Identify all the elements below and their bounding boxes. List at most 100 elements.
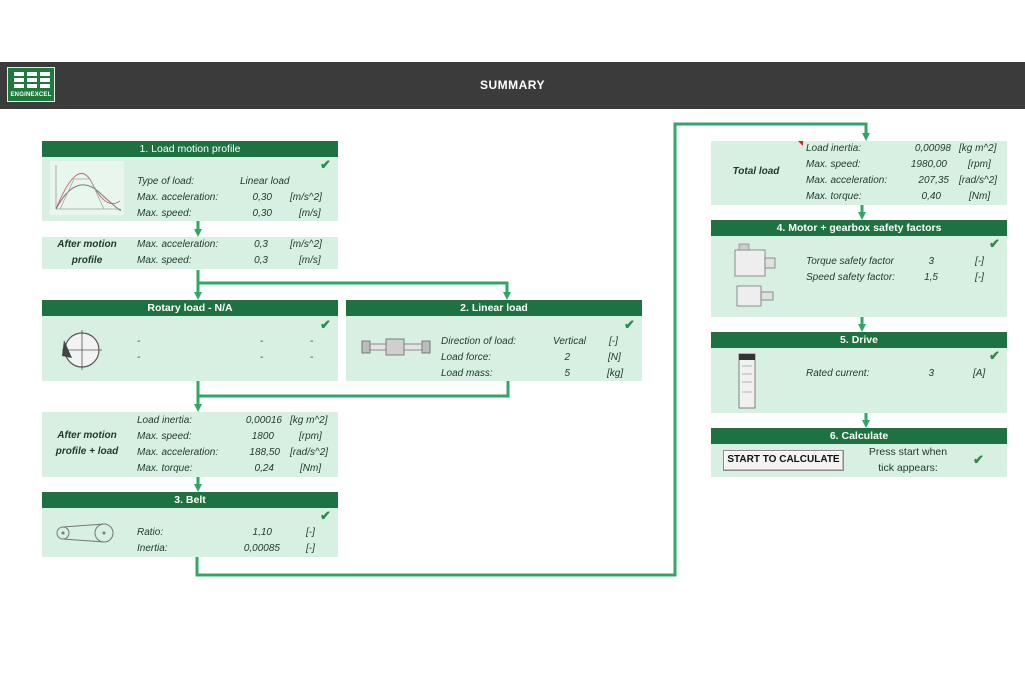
direction-of-load-value: Vertical	[553, 336, 586, 347]
max-speed-unit: [m/s]	[299, 208, 321, 219]
belt-ratio-label: Ratio:	[137, 527, 164, 538]
load-mass-label: Load mass:	[441, 368, 493, 379]
after-max-acceleration-label: Max. acceleration:	[137, 239, 219, 250]
total-max-torque-unit: [Nm]	[969, 191, 991, 202]
load-mass-unit: [kg]	[607, 368, 624, 379]
direction-of-load-label: Direction of load:	[441, 336, 517, 347]
rotary-disc-icon	[62, 330, 102, 370]
rotary-row2-label: -	[137, 352, 141, 363]
load-type-label: Type of load:	[137, 176, 195, 187]
load-type-value: Linear load	[240, 176, 290, 187]
motion-profile-graph-icon	[50, 161, 124, 215]
comment-indicator	[798, 141, 803, 146]
speed-safety-factor-label: Speed safety factor:	[806, 272, 895, 283]
enginexcel-logo: ENGINEXCEL	[7, 67, 55, 102]
calculate-hint-line2: tick appears:	[878, 462, 938, 474]
belt-ratio-value: 1,10	[252, 527, 272, 538]
rated-current-unit: [A]	[973, 368, 986, 379]
rotary-load-panel: - - - - - - ✔	[42, 316, 338, 381]
after-motion-profile-panel: After motion profile Max. acceleration: …	[42, 237, 338, 269]
drive-panel: Rated current: 3 [A] ✔	[711, 348, 1007, 413]
load-mass-value: 5	[564, 368, 570, 379]
profile-max-speed-label: Max. speed:	[137, 431, 192, 442]
profile-max-acceleration-label: Max. acceleration:	[137, 447, 219, 458]
load-motion-profile-panel: Type of load: Linear load Max. accelerat…	[42, 157, 338, 221]
total-max-speed-label: Max. speed:	[806, 159, 861, 170]
motor-gearbox-icon	[734, 243, 776, 307]
total-max-speed-unit: [rpm]	[968, 159, 991, 170]
check-icon: ✔	[989, 236, 1000, 251]
total-load-label: Total load	[732, 166, 780, 177]
rotary-row1-value: -	[260, 336, 264, 347]
load-force-value: 2	[564, 352, 570, 363]
belt-panel: Ratio: 1,10 [-] Inertia: 0,00085 [-] ✔	[42, 508, 338, 557]
after-max-acceleration-value: 0,3	[254, 239, 268, 250]
linear-load-header: 2. Linear load	[346, 300, 642, 316]
torque-safety-factor-value: 3	[928, 256, 934, 267]
max-speed-label: Max. speed:	[137, 208, 192, 219]
torque-safety-factor-unit: [-]	[975, 256, 984, 267]
speed-safety-factor-value: 1,5	[924, 272, 938, 283]
total-max-acceleration-label: Max. acceleration:	[806, 175, 888, 186]
safety-factors-panel: Torque safety factor 3 [-] Speed safety …	[711, 236, 1007, 317]
check-icon: ✔	[973, 452, 984, 467]
profile-load-label-2: profile + load	[55, 446, 119, 457]
total-max-acceleration-unit: [rad/s^2]	[959, 175, 998, 186]
total-max-speed-value: 1980,00	[910, 159, 947, 170]
rotary-load-header: Rotary load - N/A	[42, 300, 338, 316]
rotary-row2-value: -	[260, 352, 264, 363]
rated-current-label: Rated current:	[806, 368, 870, 379]
load-inertia-value: 0,00016	[245, 415, 282, 426]
max-acceleration-label: Max. acceleration:	[137, 192, 219, 203]
after-motion-label-1: After motion	[57, 239, 117, 250]
direction-of-load-unit: [-]	[609, 336, 618, 347]
speed-safety-factor-unit: [-]	[975, 272, 984, 283]
profile-max-torque-value: 0,24	[254, 463, 274, 474]
load-inertia-unit: [kg m^2]	[290, 415, 328, 426]
belt-pulley-icon	[56, 523, 114, 543]
linear-load-panel: Direction of load: Vertical [-] Load for…	[346, 316, 642, 381]
total-load-inertia-value: 0,00098	[914, 143, 951, 154]
max-acceleration-value: 0,30	[252, 192, 272, 203]
after-max-speed-value: 0,3	[254, 255, 268, 266]
after-motion-profile-load-panel: After motion profile + load Load inertia…	[42, 412, 338, 477]
check-icon: ✔	[320, 508, 331, 523]
load-force-label: Load force:	[441, 352, 492, 363]
calculate-header: 6. Calculate	[711, 428, 1007, 444]
total-max-torque-value: 0,40	[921, 191, 941, 202]
check-icon: ✔	[320, 317, 331, 332]
check-icon: ✔	[320, 157, 331, 172]
total-load-panel: Total load Load inertia: 0,00098 [kg m^2…	[711, 141, 1007, 205]
rotary-row1-unit: -	[310, 336, 314, 347]
after-motion-label-2: profile	[71, 255, 103, 266]
logo-grid-icon	[14, 72, 50, 90]
profile-max-speed-unit: [rpm]	[299, 431, 322, 442]
total-load-inertia-unit: [kg m^2]	[959, 143, 997, 154]
calculate-hint-line1: Press start when	[868, 446, 948, 458]
belt-inertia-unit: [-]	[306, 543, 315, 554]
start-to-calculate-button[interactable]: START TO CALCULATE	[723, 450, 844, 471]
rotary-row1-label: -	[137, 336, 141, 347]
total-max-acceleration-value: 207,35	[918, 175, 949, 186]
belt-inertia-value: 0,00085	[243, 543, 280, 554]
belt-inertia-label: Inertia:	[137, 543, 168, 554]
rotary-row2-unit: -	[310, 352, 314, 363]
profile-max-torque-unit: [Nm]	[300, 463, 322, 474]
check-icon: ✔	[624, 317, 635, 332]
profile-max-torque-label: Max. torque:	[137, 463, 193, 474]
rated-current-value: 3	[928, 368, 934, 379]
load-force-unit: [N]	[608, 352, 621, 363]
max-acceleration-unit: [m/s^2]	[290, 192, 322, 203]
linear-actuator-icon	[361, 338, 431, 356]
total-max-torque-label: Max. torque:	[806, 191, 862, 202]
total-load-inertia-label: Load inertia:	[806, 143, 862, 154]
check-icon: ✔	[989, 348, 1000, 363]
torque-safety-factor-label: Torque safety factor	[806, 256, 895, 267]
load-inertia-label: Load inertia:	[137, 415, 193, 426]
load-motion-profile-header: 1. Load motion profile	[42, 141, 338, 157]
safety-factors-header: 4. Motor + gearbox safety factors	[711, 220, 1007, 236]
max-speed-value: 0,30	[252, 208, 272, 219]
calculate-panel: START TO CALCULATE Press start when tick…	[711, 444, 1007, 477]
after-max-speed-label: Max. speed:	[137, 255, 192, 266]
